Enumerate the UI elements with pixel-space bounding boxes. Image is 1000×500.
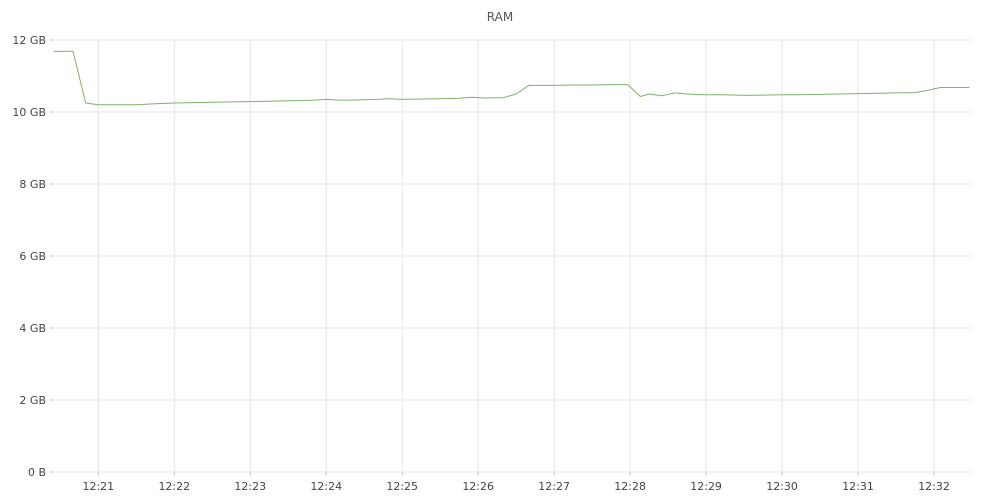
x-tick-label: 12:30 — [766, 480, 798, 493]
y-tick-label: 10 GB — [12, 106, 46, 119]
y-tick-label: 12 GB — [12, 34, 46, 47]
x-tick-label: 12:23 — [234, 480, 266, 493]
series-line-0 — [53, 50, 970, 106]
axis-layer: 0 B 2 GB 4 GB 6 GB 8 GB 10 GB 12 GB 12:21 12:22 1… — [12, 34, 949, 493]
x-tick-label: 12:24 — [310, 480, 342, 493]
x-tick-label: 12:25 — [386, 480, 418, 493]
x-tick-label: 12:21 — [82, 480, 114, 493]
y-tick-label: 2 GB — [19, 394, 46, 407]
grid-layer — [54, 39, 972, 473]
chart-title: RAM — [486, 10, 514, 24]
x-tick-label: 12:29 — [690, 480, 722, 493]
y-tick-label: 4 GB — [19, 322, 46, 335]
y-tick-label: 6 GB — [19, 250, 46, 263]
x-tick-label: 12:27 — [538, 480, 570, 493]
series-layer — [53, 50, 970, 106]
x-tick-label: 12:31 — [842, 480, 874, 493]
y-tick-label: 8 GB — [19, 178, 46, 191]
x-tick-label: 12:28 — [614, 480, 646, 493]
y-tick-label: 0 B — [28, 466, 46, 479]
x-tick-label: 12:26 — [462, 480, 494, 493]
x-tick-label: 12:22 — [158, 480, 190, 493]
x-tick-label: 12:32 — [918, 480, 950, 493]
